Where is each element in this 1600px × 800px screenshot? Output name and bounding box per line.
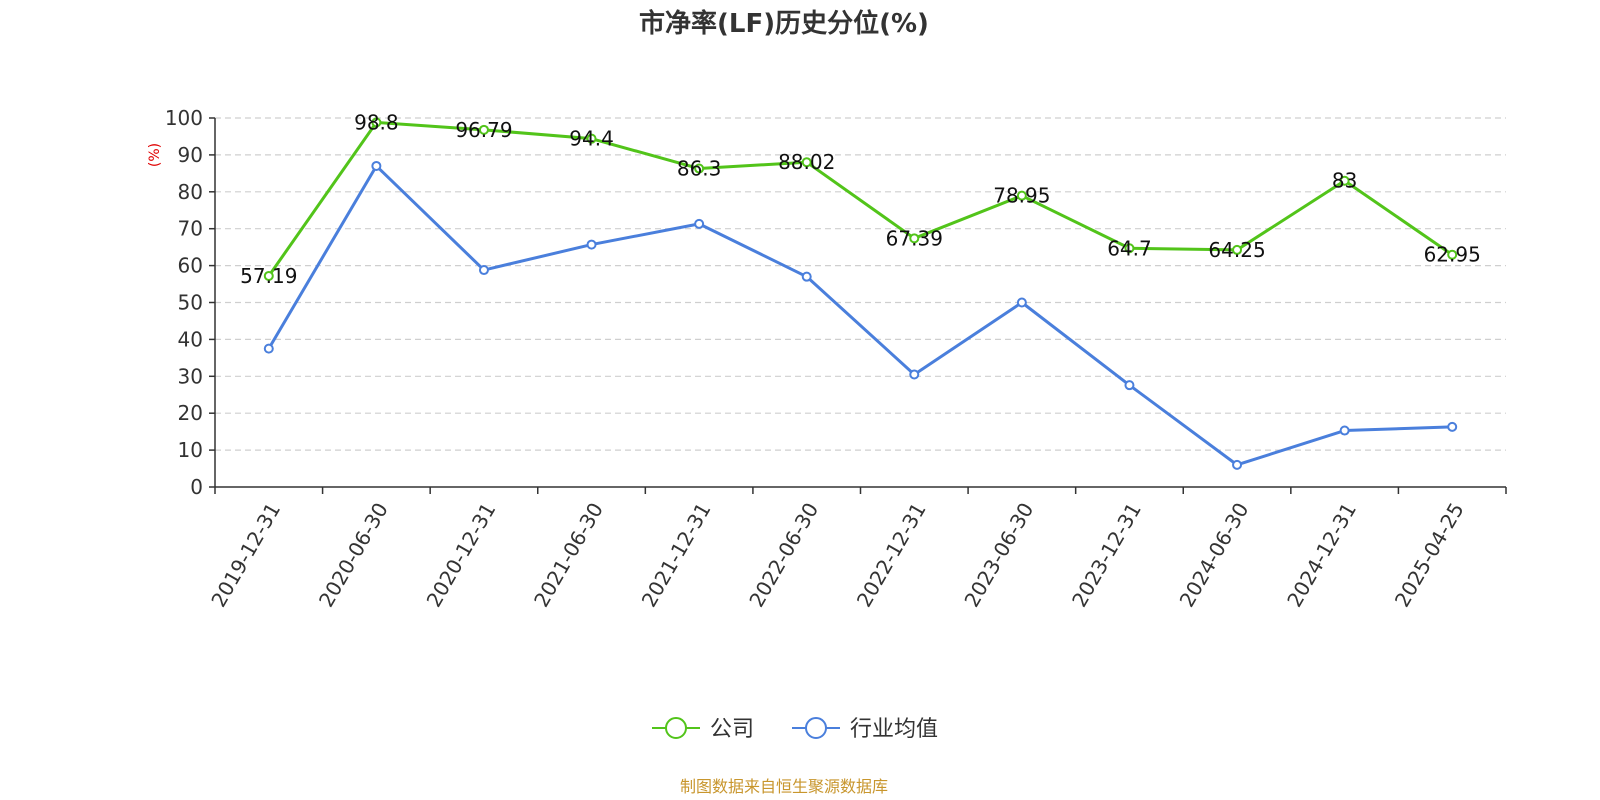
x-tick-label: 2020-12-31 [422,499,501,612]
y-axis-label: (%) [147,143,163,167]
data-label: 94.4 [569,127,614,151]
data-label: 64.25 [1208,238,1265,262]
data-point [801,157,812,168]
x-tick-label: 2023-12-31 [1067,499,1146,612]
data-point [1016,297,1027,308]
data-point [371,160,382,171]
data-point [1339,425,1350,436]
x-tick-label: 2020-06-30 [314,499,393,612]
data-point [1232,244,1243,255]
x-tick-label: 2021-12-31 [637,499,716,612]
data-label: 96.79 [455,118,512,142]
x-tick-label: 2024-06-30 [1175,499,1254,612]
data-point [1447,421,1458,432]
data-point [478,124,489,135]
x-tick-label: 2023-06-30 [959,499,1038,612]
data-label: 67.39 [886,226,943,250]
series-line-1 [267,164,1453,467]
y-tick-label: 90 [178,143,203,167]
data-label: 86.3 [677,157,722,181]
data-point [694,163,705,174]
data-label: 98.8 [354,110,399,134]
y-tick-label: 100 [165,106,203,130]
data-label: 88.02 [778,150,835,174]
x-tick-label: 2019-12-31 [206,499,285,612]
data-point [263,343,274,354]
data-point [909,233,920,244]
data-point [1447,249,1458,260]
data-point [586,239,597,250]
legend-marker-0 [665,717,687,739]
data-point [1016,190,1027,201]
data-point [1124,380,1135,391]
data-label: 62.95 [1424,243,1481,267]
x-tick-label: 2022-12-31 [852,499,931,612]
y-tick-label: 0 [190,475,203,499]
data-point [371,117,382,128]
data-label: 83 [1332,169,1357,193]
chart-title: 市净率(LF)历史分位(%) [639,8,929,39]
x-tick-label: 2021-06-30 [529,499,608,612]
legend-marker-1 [805,717,827,739]
data-labels: 57.19 98.8 96.79 94.4 86.3 88.02 67.39 78.95 64.… [240,110,1481,288]
y-tick-label: 40 [178,327,203,351]
series-line-0 [267,120,1454,277]
data-label: 64.7 [1107,236,1152,260]
x-tick-label: 2022-06-30 [744,499,823,612]
data-point [1124,243,1135,254]
y-tick-label: 70 [178,217,203,241]
data-point [263,270,274,281]
grid-lines [215,117,1506,451]
x-tick-label: 2024-12-31 [1282,499,1361,612]
y-tick-label: 20 [178,401,203,425]
y-tick-label: 30 [178,364,203,388]
data-point [909,369,920,380]
legend[interactable]: 公司 行业均值 [652,717,938,742]
series-lines [263,117,1458,470]
data-point [694,218,705,229]
x-tick-label: 2025-04-25 [1390,499,1469,612]
y-tick-label: 60 [178,254,203,278]
data-point [1232,459,1243,470]
data-point [478,265,489,276]
data-label: 78.95 [993,184,1050,208]
data-point [1339,175,1350,186]
y-tick-label: 10 [178,438,203,462]
y-tick-label: 50 [178,291,203,315]
y-tick-label: 80 [178,180,203,204]
source-note: 制图数据来自恒生聚源数据库 [680,777,888,796]
data-point [586,133,597,144]
data-label: 57.19 [240,264,297,288]
legend-label-0: 公司 [710,717,754,742]
legend-label-1: 行业均值 [850,717,938,742]
data-point [801,271,812,282]
